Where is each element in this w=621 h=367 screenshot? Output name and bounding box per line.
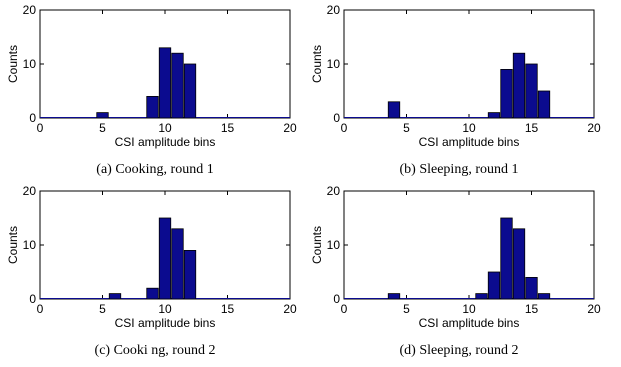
histogram-bar (159, 218, 171, 299)
histogram-bar (388, 102, 400, 118)
x-tick-label: 15 (525, 302, 539, 316)
chart-panel-c: 0 5 10 15 20 0 10 20 CSI amplitude bins Counts (c… (0, 181, 310, 364)
histogram-chart-d: 0 5 10 15 20 0 10 20 CSI amplitude bins Counts (304, 181, 614, 331)
x-tick-label: 0 (37, 121, 44, 135)
histogram-bar (501, 69, 513, 118)
histogram-chart-b: 0 5 10 15 20 0 10 20 CSI amplitude bins Counts (304, 0, 614, 150)
x-tick-label: 10 (158, 121, 172, 135)
histogram-bar (184, 250, 196, 299)
x-axis-title: CSI amplitude bins (419, 135, 520, 149)
x-tick-label: 20 (587, 121, 601, 135)
histogram-bar (538, 294, 550, 299)
caption-c: (c) Cooki ng, round 2 (0, 343, 310, 359)
y-tick-label: 10 (23, 57, 37, 71)
histogram-bar (476, 294, 488, 299)
plot-frame (344, 10, 594, 118)
y-tick-label: 0 (333, 292, 340, 306)
y-tick-label: 10 (327, 57, 341, 71)
histogram-bar (147, 288, 159, 299)
histogram-chart-c: 0 5 10 15 20 0 10 20 CSI amplitude bins Counts (0, 181, 310, 331)
x-tick-label: 5 (99, 302, 106, 316)
x-tick-label: 10 (462, 302, 476, 316)
x-tick-label: 10 (462, 121, 476, 135)
histogram-bar (159, 48, 171, 118)
x-axis-title: CSI amplitude bins (115, 135, 216, 149)
plot-frame (344, 191, 594, 299)
x-tick-label: 5 (403, 121, 410, 135)
y-axis-title: Counts (310, 45, 324, 83)
x-tick-label: 20 (283, 121, 297, 135)
x-tick-label: 5 (99, 121, 106, 135)
caption-a: (a) Cooking, round 1 (0, 162, 310, 178)
histogram-bar (172, 53, 184, 118)
histogram-bar (526, 64, 538, 118)
x-axis-title: CSI amplitude bins (115, 316, 216, 330)
y-tick-label: 10 (327, 238, 341, 252)
x-tick-label: 15 (221, 302, 235, 316)
chart-panel-d: 0 5 10 15 20 0 10 20 CSI amplitude bins Counts (d… (304, 181, 614, 364)
caption-d: (d) Sleeping, round 2 (304, 343, 614, 359)
y-tick-label: 0 (333, 111, 340, 125)
chart-panel-b: 0 5 10 15 20 0 10 20 CSI amplitude bins Counts (b… (304, 0, 614, 183)
histogram-bar (488, 272, 500, 299)
y-axis-title: Counts (310, 226, 324, 264)
histogram-bar (147, 96, 159, 118)
y-axis-title: Counts (6, 226, 20, 264)
histogram-bar (501, 218, 513, 299)
x-tick-label: 0 (341, 121, 348, 135)
histogram-bar (184, 64, 196, 118)
y-tick-label: 20 (23, 184, 37, 198)
chart-panel-a: 0 5 10 15 20 0 10 20 CSI amplitude bins Counts (a… (0, 0, 310, 183)
histogram-bar (513, 53, 525, 118)
y-axis-title: Counts (6, 45, 20, 83)
x-tick-label: 20 (587, 302, 601, 316)
histogram-bar (388, 294, 400, 299)
y-tick-label: 0 (29, 111, 36, 125)
histogram-bar (172, 229, 184, 299)
histogram-chart-a: 0 5 10 15 20 0 10 20 CSI amplitude bins Counts (0, 0, 310, 150)
histogram-bar (538, 91, 550, 118)
y-tick-label: 20 (327, 3, 341, 17)
x-tick-label: 0 (37, 302, 44, 316)
x-tick-label: 0 (341, 302, 348, 316)
histogram-bar (97, 113, 109, 118)
x-tick-label: 5 (403, 302, 410, 316)
x-axis-title: CSI amplitude bins (419, 316, 520, 330)
histogram-bar (513, 229, 525, 299)
x-tick-label: 15 (525, 121, 539, 135)
x-tick-label: 10 (158, 302, 172, 316)
caption-b: (b) Sleeping, round 1 (304, 162, 614, 178)
histogram-bar (109, 294, 121, 299)
x-tick-label: 20 (283, 302, 297, 316)
y-tick-label: 20 (23, 3, 37, 17)
y-tick-label: 0 (29, 292, 36, 306)
y-tick-label: 10 (23, 238, 37, 252)
histogram-bar (526, 277, 538, 299)
y-tick-label: 20 (327, 184, 341, 198)
x-tick-label: 15 (221, 121, 235, 135)
histogram-bar (488, 113, 500, 118)
